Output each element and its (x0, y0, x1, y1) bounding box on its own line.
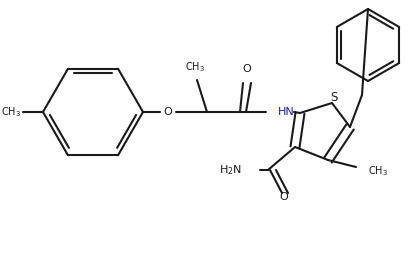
Text: S: S (330, 91, 338, 104)
Text: HN: HN (278, 107, 295, 117)
Text: H$_2$N: H$_2$N (219, 163, 242, 177)
Text: O: O (164, 107, 172, 117)
Text: CH$_3$: CH$_3$ (368, 164, 388, 178)
Text: CH$_3$: CH$_3$ (1, 105, 21, 119)
Text: O: O (279, 192, 288, 202)
Text: O: O (243, 64, 251, 74)
Text: CH$_3$: CH$_3$ (185, 60, 205, 74)
